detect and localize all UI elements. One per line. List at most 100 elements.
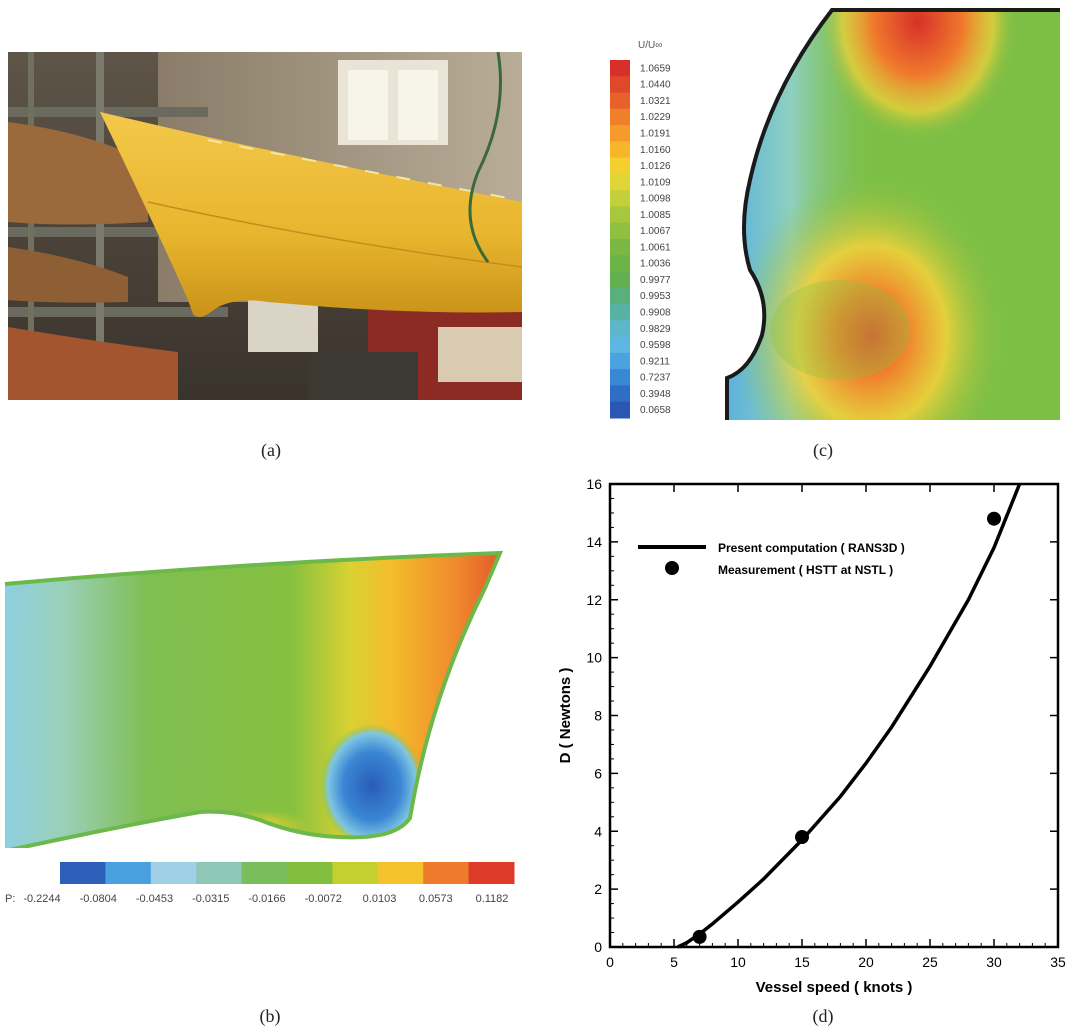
colorbar-swatch	[610, 385, 630, 403]
pressure-colorbar-tick-label: -0.0453	[136, 893, 173, 905]
pressure-colorbar-svg: P: -0.2244 -0.0804 -0.0453 -0.0315 -0.0166 -0…	[5, 862, 515, 905]
y-tick-label: 0	[594, 939, 602, 955]
y-tick-label: 6	[594, 765, 602, 781]
colorbar-swatch	[610, 239, 630, 256]
boat-hull-photo	[8, 52, 522, 400]
legend-label-computation: Present computation ( RANS3D )	[718, 541, 905, 555]
pressure-colorbar: P: -0.2244 -0.0804 -0.0453 -0.0315 -0.0166 -0…	[0, 855, 530, 915]
colorbar-swatch	[610, 304, 630, 321]
pressure-colorbar-swatch	[423, 862, 470, 884]
x-tick-label: 25	[922, 954, 938, 970]
colorbar-tick-label: 1.0061	[640, 242, 671, 253]
pressure-colorbar-swatch	[377, 862, 424, 884]
colorbar-tick-label: 0.9829	[640, 324, 671, 335]
colorbar-swatch	[610, 369, 630, 386]
colorbar-swatch	[610, 190, 630, 207]
pressure-colorbar-tick-label: -0.0072	[305, 893, 342, 905]
legend-label-measurement: Measurement ( HSTT at NSTL )	[718, 563, 893, 577]
y-tick-label: 8	[594, 708, 602, 724]
colorbar-tick-label: 1.0085	[640, 210, 671, 221]
colorbar-tick-label: 1.0321	[640, 96, 671, 107]
colorbar-tick-label: 0.7237	[640, 373, 671, 384]
caption-b: (b)	[259, 1006, 281, 1026]
colorbar-tick-label: 0.9908	[640, 307, 671, 318]
colorbar-swatch	[610, 271, 630, 289]
x-tick-label: 15	[794, 954, 810, 970]
x-tick-label: 20	[858, 954, 874, 970]
pressure-colorbar-swatch	[241, 862, 288, 884]
colorbar-swatch	[610, 320, 630, 338]
colorbar-tick-label: 1.0036	[640, 259, 671, 270]
colorbar-swatch	[610, 141, 630, 159]
colorbar-swatch	[610, 125, 630, 142]
colorbar-swatch	[610, 157, 630, 175]
caption-a: (a)	[261, 440, 281, 460]
pressure-colorbar-swatch	[468, 862, 515, 884]
y-tick-label: 10	[586, 650, 602, 666]
colorbar-tick-label: 1.0440	[640, 80, 671, 91]
velocity-contour-panel: U/U∞ 1.0659 1.0440 1.0321 1.0229 1.0191 1.016…	[600, 0, 1087, 430]
pressure-colorbar-tick-label: -0.0166	[248, 893, 285, 905]
hull-outline	[725, 8, 1060, 420]
colorbar-tick-label: 1.0098	[640, 194, 671, 205]
colorbar-tick-label: 1.0229	[640, 112, 671, 123]
caption-c: (c)	[813, 440, 833, 460]
boat-hull-photo-graphic	[8, 52, 522, 400]
colorbar-swatch	[610, 92, 630, 110]
colorbar-swatch	[610, 336, 630, 354]
colorbar-tick-label: 0.9211	[640, 356, 670, 367]
pressure-colorbar-swatch	[287, 862, 333, 884]
y-tick-label: 2	[594, 881, 602, 897]
colorbar-swatch	[610, 401, 630, 419]
x-tick-label: 0	[606, 954, 614, 970]
x-tick-label: 30	[986, 954, 1002, 970]
colorbar-swatch	[610, 173, 630, 191]
y-tick-label: 14	[586, 534, 602, 550]
colorbar-swatch	[610, 76, 630, 94]
legend-dot-marker	[665, 561, 679, 575]
pressure-colorbar-swatch	[196, 862, 243, 884]
hull-outline-b	[4, 550, 504, 853]
pressure-colorbar-swatch	[150, 862, 197, 884]
colorbar-tick-label: 1.0126	[640, 161, 671, 172]
colorbar-tick-label: 1.0160	[640, 145, 671, 156]
x-tick-label: 35	[1050, 954, 1066, 970]
colorbar-tick-label: 0.9598	[640, 340, 671, 351]
pressure-colorbar-tick-label: -0.0804	[80, 893, 117, 905]
colorbar-tick-label: 0.9953	[640, 291, 671, 302]
colorbar-swatch	[610, 352, 630, 370]
x-tick-label: 10	[730, 954, 746, 970]
colorbar-tick-label: 1.0191	[640, 128, 671, 139]
y-tick-label: 12	[586, 592, 602, 608]
measurement-point	[987, 511, 1001, 526]
pressure-colorbar-swatch	[105, 862, 152, 884]
pressure-colorbar-tick-label: 0.0103	[363, 893, 397, 905]
velocity-contour-svg: U/U∞ 1.0659 1.0440 1.0321 1.0229 1.0191 1.016…	[610, 8, 1060, 420]
colorbar-tick-label: 1.0109	[640, 177, 671, 188]
pressure-colorbar-tick-label: 0.0573	[419, 893, 453, 905]
pressure-label-prefix: P:	[5, 893, 15, 905]
pressure-colorbar-swatch	[60, 862, 106, 884]
velocity-colorbar: 1.0659 1.0440 1.0321 1.0229 1.0191 1.0160 1.01…	[610, 60, 671, 419]
colorbar-tick-label: 0.0658	[640, 405, 671, 416]
colorbar-swatch	[610, 60, 630, 77]
colorbar-swatch	[610, 108, 630, 126]
y-tick-label: 16	[586, 476, 602, 492]
colorbar-swatch	[610, 255, 630, 273]
pressure-colorbar-swatch	[332, 862, 379, 884]
x-axis-label: Vessel speed ( knots )	[756, 979, 913, 996]
caption-d: (d)	[812, 1006, 834, 1026]
pressure-colorbar-tick-label: -0.0315	[192, 893, 229, 905]
pressure-colorbar-tick-label: 0.1182	[476, 893, 509, 905]
measurement-point	[692, 929, 707, 944]
x-tick-label: 5	[670, 954, 678, 970]
colorbar-tick-label: 1.0659	[640, 63, 671, 74]
pressure-contour-svg	[4, 550, 504, 853]
drag-chart-panel: 0 5 10 15 20 25 30 35 0 2 4 6 8 10 12 14 16 Present comp…	[548, 470, 1087, 1030]
legend-title: U/U∞	[638, 40, 662, 51]
pressure-contour-panel	[0, 548, 530, 853]
y-tick-label: 4	[594, 823, 602, 839]
colorbar-tick-label: 0.3948	[640, 389, 671, 400]
colorbar-swatch	[610, 222, 630, 240]
drag-chart-svg: 0 5 10 15 20 25 30 35 0 2 4 6 8 10 12 14 16 Present comp…	[557, 476, 1066, 996]
